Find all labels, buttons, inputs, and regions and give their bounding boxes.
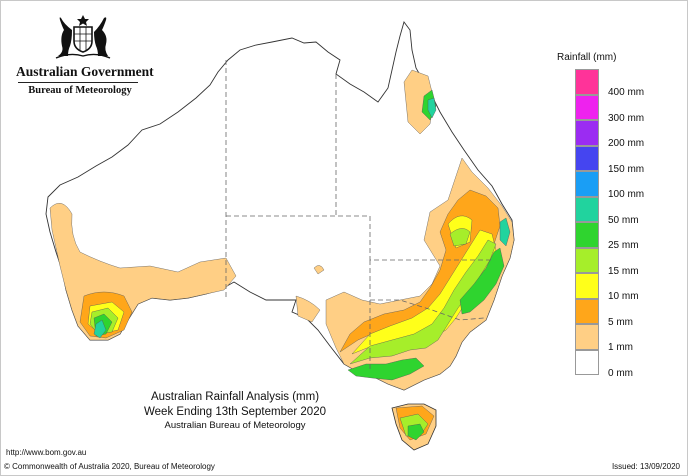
legend-label: 200 mm (608, 138, 645, 149)
legend-swatch (575, 94, 599, 120)
legend-label: 15 mm (608, 265, 639, 277)
legend-label: 100 mm (608, 189, 645, 200)
legend-swatch (575, 196, 599, 222)
caption-week: Week Ending 13th September 2020 (144, 406, 326, 418)
legend-label: 300 mm (608, 112, 645, 124)
footer-copyright: © Commonwealth of Australia 2020, Bureau… (4, 462, 215, 471)
legend-swatch (575, 120, 599, 146)
rain-band-15mm (89, 228, 497, 437)
bureau-name: Bureau of Meteorology (28, 85, 132, 96)
header-rule (18, 82, 138, 83)
footer-url: http://www.bom.gov.au (6, 448, 87, 457)
legend-label: 400 mm (608, 87, 645, 98)
legend-swatch (575, 247, 599, 273)
rain-band-25mm (93, 89, 505, 441)
legend-label: 5 mm (608, 316, 633, 328)
footer-issued: Issued: 13/09/2020 (611, 462, 680, 471)
legend-swatch (575, 171, 599, 197)
caption-title: Australian Rainfall Analysis (mm) (150, 391, 320, 403)
legend-label: 1 mm (608, 342, 633, 353)
legend-swatch (575, 298, 599, 324)
legend-swatch (575, 222, 599, 248)
legend-label: 0 mm (608, 367, 633, 379)
legend-swatch (575, 349, 599, 375)
legend-swatch (575, 69, 599, 95)
map-caption: Australian Rainfall Analysis (mm) Week E… (110, 390, 360, 431)
legend-label: 25 mm (608, 240, 639, 251)
government-name: Australian Government (16, 64, 154, 79)
coat-of-arms-icon (55, 15, 111, 59)
legend-title: Rainfall (mm) (557, 52, 617, 63)
legend-label: 10 mm (608, 291, 639, 302)
legend-swatch (575, 145, 599, 171)
state-borders (225, 60, 492, 372)
rain-band-50mm (93, 97, 511, 339)
legend-label: 150 mm (608, 163, 645, 175)
legend-swatch (575, 273, 599, 299)
legend-swatch (575, 324, 599, 350)
legend-label: 50 mm (608, 214, 639, 226)
caption-bureau: Australian Bureau of Meteorology (164, 420, 306, 431)
